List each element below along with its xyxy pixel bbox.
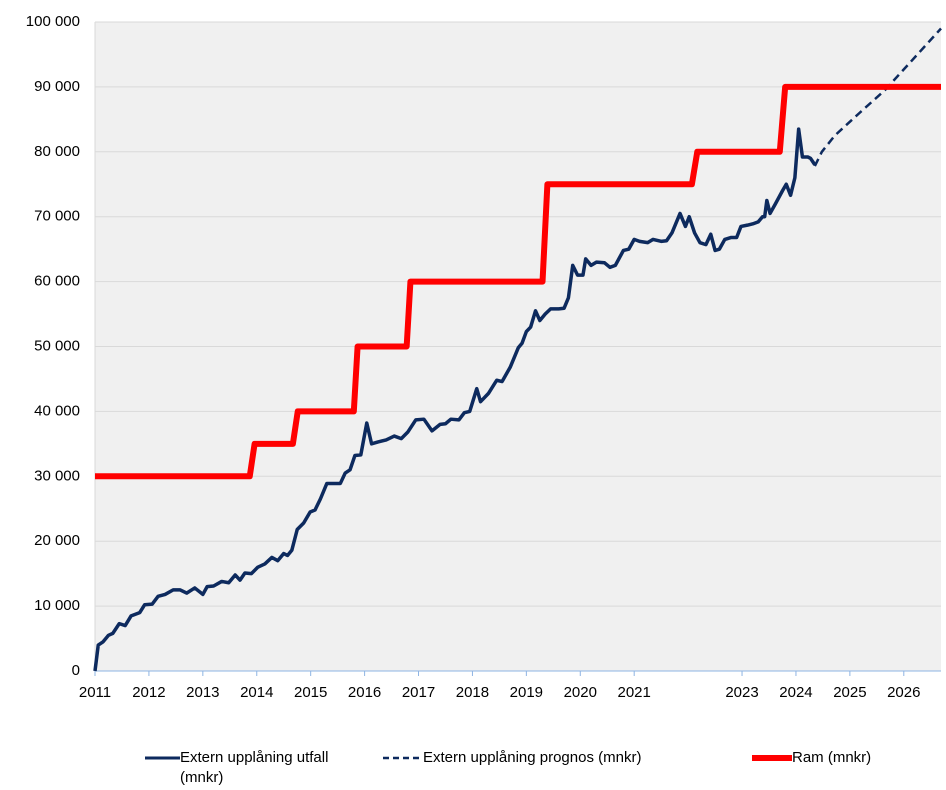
y-tick-label: 20 000 xyxy=(34,532,80,549)
x-tick-label: 2019 xyxy=(510,684,543,701)
x-tick-label: 2020 xyxy=(564,684,597,701)
legend-swatch xyxy=(145,756,180,760)
x-tick-label: 2017 xyxy=(402,684,435,701)
series-line xyxy=(93,127,817,672)
legend-item: Ram (mnkr) xyxy=(752,748,871,768)
x-tick-label: 2013 xyxy=(186,684,219,701)
legend-item: Extern upplåning utfall (mnkr) xyxy=(145,748,340,788)
y-tick-label: 100 000 xyxy=(26,13,80,30)
x-tick-label: 2024 xyxy=(779,684,812,701)
y-tick-label: 50 000 xyxy=(34,337,80,354)
x-tick-label: 2016 xyxy=(348,684,381,701)
legend-label: Ram (mnkr) xyxy=(792,749,872,766)
y-tick-label: 90 000 xyxy=(34,78,80,95)
legend-item: Extern upplåning prognos (mnkr) xyxy=(383,748,641,768)
y-tick-label: 10 000 xyxy=(34,597,80,614)
x-tick-label: 2026 xyxy=(887,684,920,701)
y-tick-label: 30 000 xyxy=(34,467,80,484)
x-tick-label: 2015 xyxy=(294,684,327,701)
series-line xyxy=(95,83,941,480)
legend-label: Extern upplåning utfall (mnkr) xyxy=(180,749,329,786)
x-tick-label: 2012 xyxy=(132,684,165,701)
y-tick-label: 70 000 xyxy=(34,208,80,225)
legend-swatch xyxy=(752,755,792,761)
series-line xyxy=(813,27,942,167)
legend-swatch xyxy=(383,756,421,760)
x-tick-label: 2011 xyxy=(79,684,111,701)
legend-label: Extern upplåning prognos (mnkr) xyxy=(423,749,642,766)
y-tick-label: 80 000 xyxy=(34,143,80,160)
x-tick-label: 2014 xyxy=(240,684,273,701)
y-tick-label: 0 xyxy=(72,662,80,679)
x-tick-label: 2021 xyxy=(618,684,651,701)
chart: 0 10 000 20 000 30 000 40 000 50 000 60 000 70 … xyxy=(26,13,942,701)
x-tick-label: 2018 xyxy=(456,684,489,701)
x-tick-label: 2023 xyxy=(725,684,758,701)
y-tick-label: 60 000 xyxy=(34,273,80,290)
x-tick-label: 2025 xyxy=(833,684,866,701)
y-tick-label: 40 000 xyxy=(34,402,80,419)
